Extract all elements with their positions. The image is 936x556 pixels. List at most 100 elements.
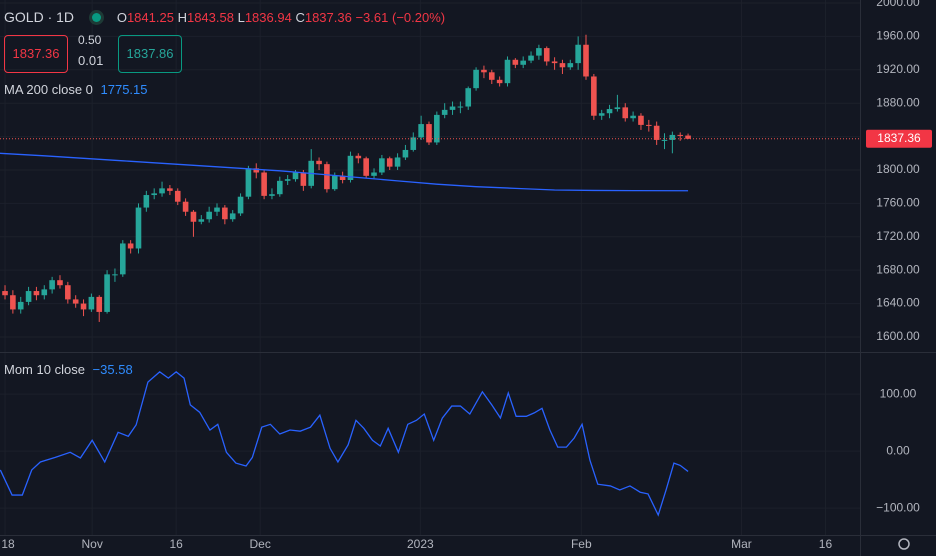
ma-name: MA 200 close 0 [4,82,93,97]
change: −3.61 [355,10,389,25]
candle-body [112,274,118,276]
candle-body [119,243,126,275]
candle-body [481,69,487,73]
candle-body [135,207,142,249]
candle-body [347,155,354,181]
candle-body [96,296,103,312]
candle-body [214,207,220,212]
y-tick-label: 1960.00 [876,29,920,43]
candle-body [245,168,252,197]
candle-body [457,106,464,108]
buy-button[interactable]: 1837.86 [118,35,182,73]
candle-body [331,175,338,190]
candle-body [80,303,87,310]
close: 1837.36 [304,10,352,25]
candle-body [300,172,307,186]
candle-body [104,274,110,312]
candle-body [638,115,644,125]
candle-body [182,201,189,212]
y-tick-label: 1880.00 [876,95,920,109]
candle-body [551,61,558,64]
candle-body [10,295,16,310]
x-tick-label: 16 [169,537,183,551]
candle-body [57,280,63,286]
candle-body [598,113,605,116]
candle-body [543,48,550,62]
sell-button[interactable]: 1837.36 [4,35,68,73]
y-tick-label: 1680.00 [876,262,920,276]
candle-body [277,180,283,195]
candle-body [646,124,652,126]
interval: 1D [56,9,75,25]
candle-body [371,172,377,176]
settings-icon[interactable] [898,538,910,550]
high: 1843.58 [186,10,234,25]
label: H [177,10,187,25]
momentum-line [0,370,689,517]
candle-body [355,155,362,159]
candle-body [253,168,260,173]
y-tick-label: 100.00 [880,386,917,400]
candle-body [41,289,48,296]
y-tick-label: 1640.00 [876,296,920,310]
candle-body [685,135,691,139]
candle-body [174,190,181,202]
candle-body [17,301,24,310]
candle-body [575,44,581,64]
candle-body [261,172,267,196]
candle-body [2,291,8,296]
candle-body [65,285,71,300]
candle-body [465,88,472,107]
candle-body [434,114,440,143]
candle-body [410,137,417,150]
candle-body [143,195,150,208]
candle-body [614,107,621,110]
candle-body [284,179,291,181]
candle-body [206,211,212,220]
candle-body [167,188,173,191]
mom-legend: Mom 10 close −35.58 [4,362,133,377]
candle-body [222,207,228,220]
candle-body [591,76,597,116]
x-tick-label: Nov [81,537,102,551]
candle-body [198,219,205,222]
price-tag [866,129,932,148]
x-tick-label: 16 [819,537,833,551]
step: 0.01 [78,53,104,68]
candle-body [339,175,346,181]
candle-body [394,157,401,167]
candle-body [669,134,676,140]
candle-body [33,291,40,296]
candle-body [190,211,197,222]
candle-body [630,115,636,119]
candle-body [449,106,456,110]
candle-body [606,109,613,114]
mom-name: Mom 10 close [4,362,85,377]
candle-body [151,193,157,196]
low: 1836.94 [244,10,292,25]
ma-legend: MA 200 close 0 1775.15 [4,82,148,97]
price-tag-label: 1837.36 [877,131,921,145]
candle-body [653,125,660,140]
separator: · [47,9,53,25]
y-tick-label: 2000.00 [876,0,920,9]
label: C [295,10,305,25]
ma-value: 1775.15 [100,82,148,97]
ohlc: O1841.25 H1843.58 L1836.94 C1837.36 −3.6… [117,10,445,25]
candle-body [269,194,275,196]
open: 1841.25 [126,10,174,25]
ma-line [0,152,689,192]
x-tick-label: Mar [731,537,752,551]
candle-body [402,149,409,158]
candle-body [504,59,511,84]
change-pct: (−0.20%) [392,10,446,25]
label: L [237,10,245,25]
candle-body [559,63,566,68]
y-tick-label: 1720.00 [876,229,920,243]
x-tick-label: 18 [1,537,15,551]
candle-body [316,160,322,165]
candle-body [473,69,479,89]
candle-body [386,158,393,167]
candle-body [677,134,684,136]
